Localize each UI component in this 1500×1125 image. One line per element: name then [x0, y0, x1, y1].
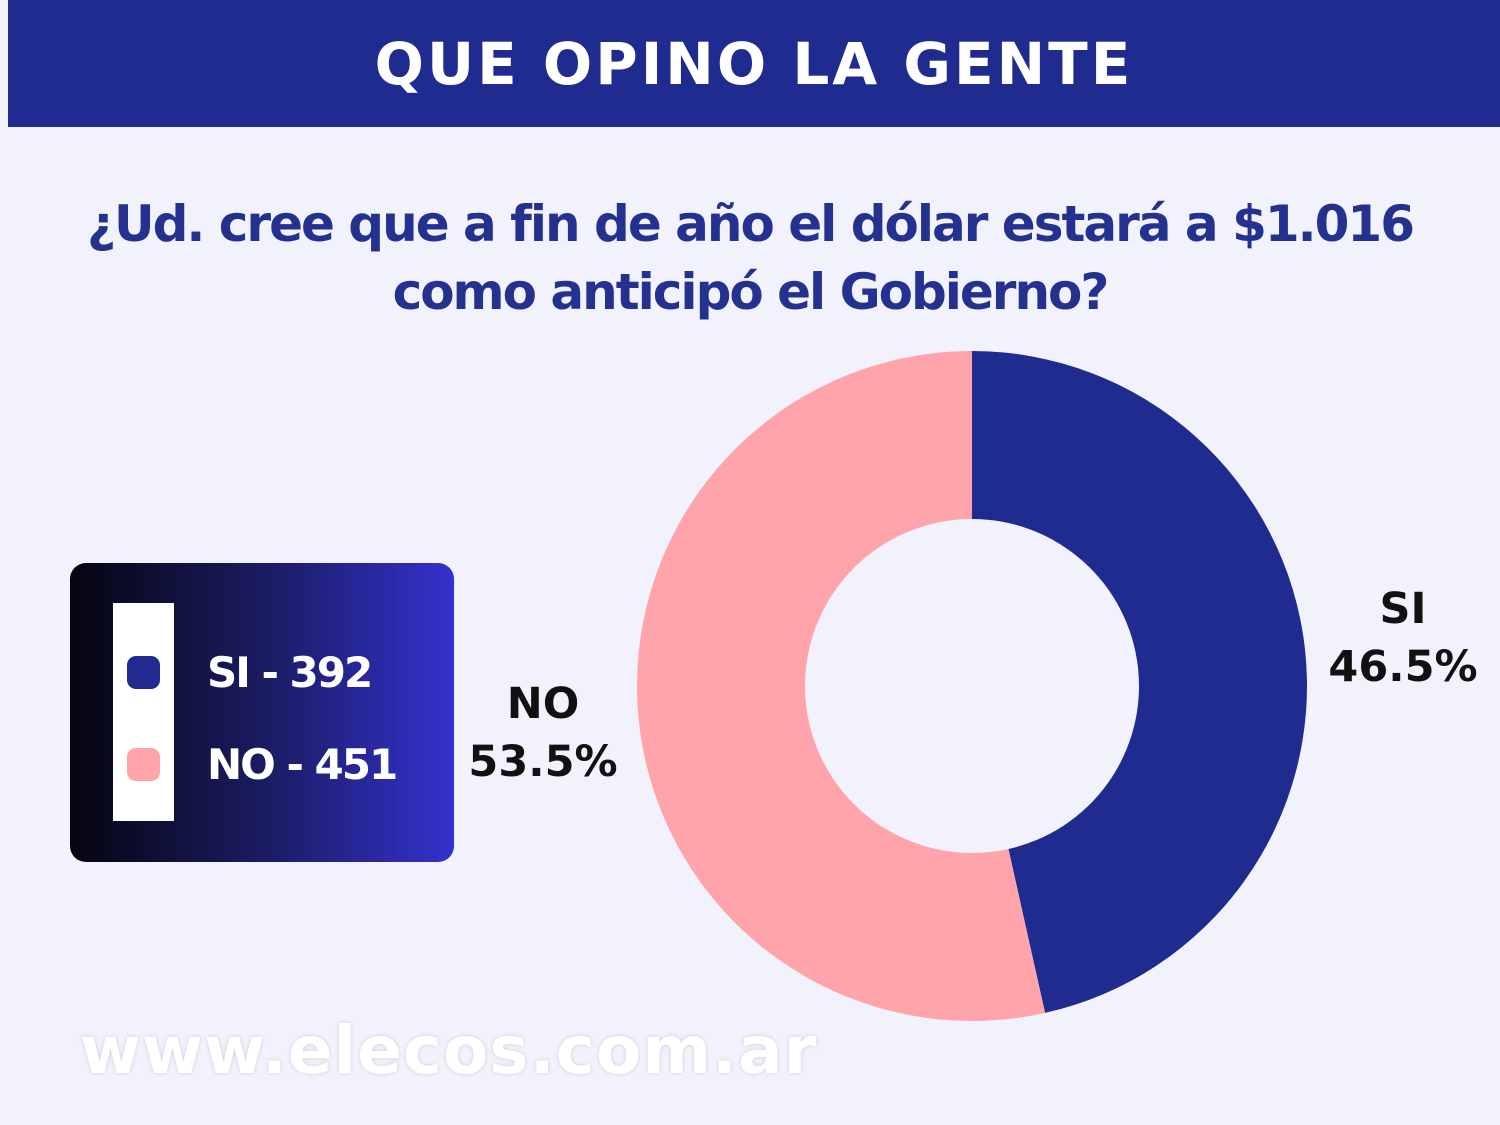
legend-strip: [113, 603, 174, 821]
header-bar: QUE OPINO LA GENTE: [8, 0, 1500, 127]
page-title: QUE OPINO LA GENTE: [374, 29, 1134, 98]
legend: SI - 392 NO - 451: [70, 563, 454, 862]
question-line-1: ¿Ud. cree que a fin de año el dólar esta…: [86, 195, 1415, 253]
legend-label-si: SI - 392: [207, 647, 373, 697]
slice-percent-si: 46.5%: [1328, 642, 1478, 692]
legend-swatch-si: [127, 655, 160, 689]
slice-name-si: SI: [1379, 584, 1427, 634]
donut-slice-no: [637, 351, 1046, 1021]
question-line-2: como anticipó el Gobierno?: [392, 263, 1110, 321]
legend-label-no: NO - 451: [207, 739, 398, 789]
legend-item-si: SI - 392: [127, 648, 373, 697]
slice-label-no: NO 53.5%: [468, 675, 618, 791]
donut-slice-si: [972, 351, 1308, 1013]
slice-name-no: NO: [506, 679, 580, 729]
slice-label-si: SI 46.5%: [1328, 580, 1478, 696]
legend-item-no: NO - 451: [127, 740, 398, 789]
chart-question: ¿Ud. cree que a fin de año el dólar esta…: [60, 190, 1440, 326]
watermark: www.elecos.com.ar: [80, 1012, 818, 1089]
slice-percent-no: 53.5%: [468, 737, 618, 787]
legend-swatch-no: [127, 747, 160, 781]
